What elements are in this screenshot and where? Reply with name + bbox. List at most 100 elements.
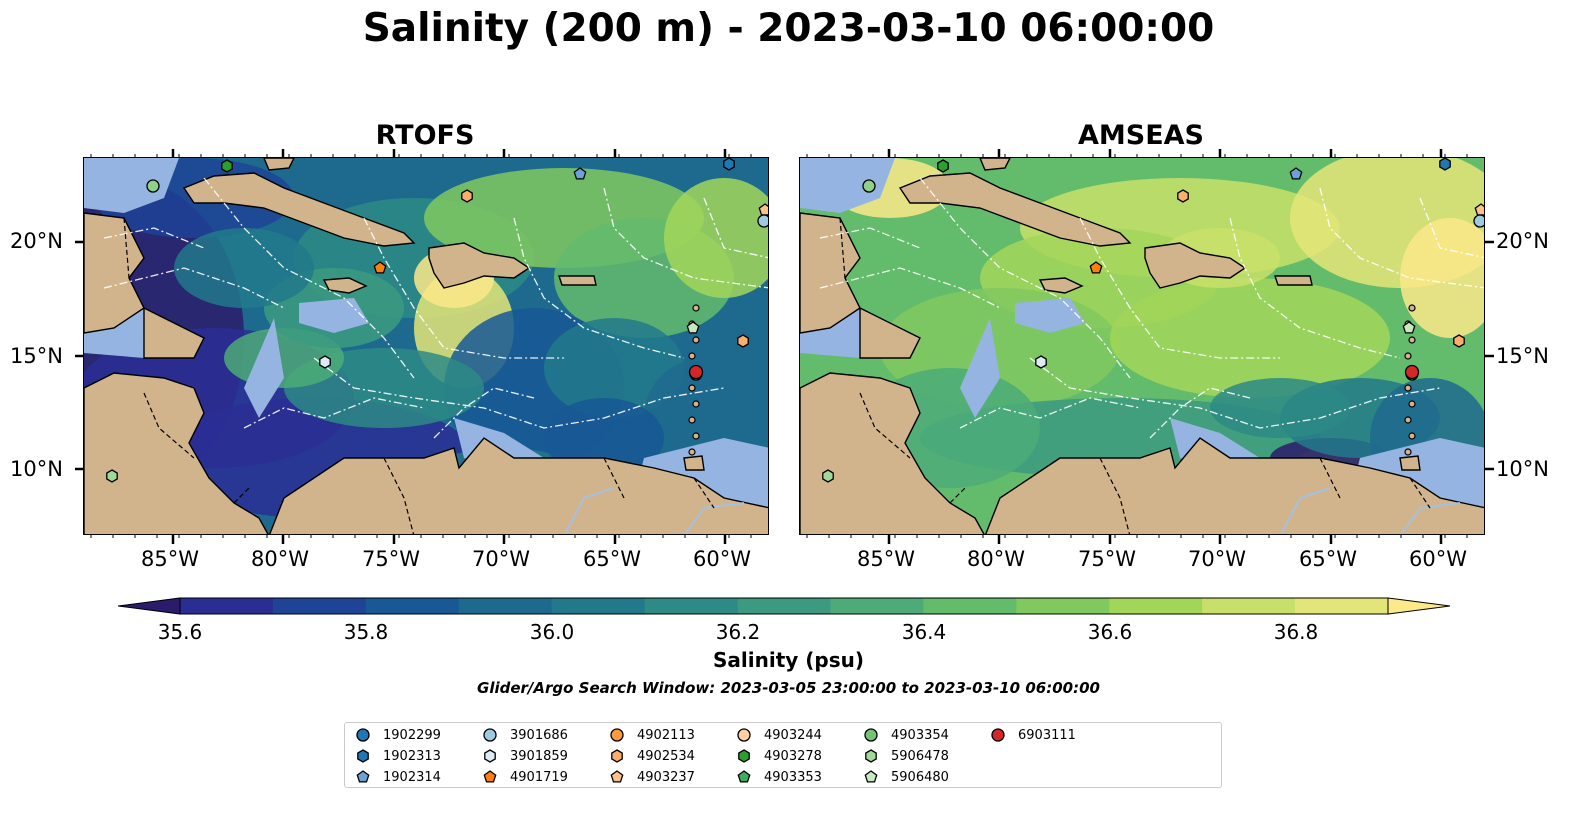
colorbar-tick-36-0: 36.0 [529,620,575,644]
float-marker [937,159,949,173]
island [692,304,700,312]
island [1404,448,1412,456]
legend-marker-pentagon [737,770,751,783]
panel-title-rtofs: RTOFS [375,120,475,151]
colorbar-label: Salinity (psu) [712,648,864,672]
float-marker [1473,214,1484,228]
legend: 1902299 1902313 1902314 3901686 3901859 49017… [344,722,1222,788]
legend-marker-hexagon [484,749,496,763]
boundary-line [919,177,1131,379]
float-marker [1089,261,1103,274]
boundary-line [959,397,1141,429]
lon-label-amseas-60w: 60°W [1409,547,1467,571]
colorbar-segment [1016,598,1110,614]
legend-marker-hexagon [357,749,369,763]
lon-label-rtofs-70w: 70°W [472,547,530,571]
lon-label-amseas-80w: 80°W [967,547,1025,571]
colorbar-segment [365,598,460,614]
colorbar-segment [830,598,924,614]
salinity-patch [544,318,684,418]
country-border [383,457,715,534]
island [1408,400,1416,408]
legend-label: 4903353 [764,769,822,785]
legend-item-5906480: 5906480 [863,767,949,787]
legend-marker-pentagon [864,770,878,783]
boundary-line [103,227,205,249]
salinity-patch [664,178,768,298]
legend-item-5906478: 5906478 [863,746,949,766]
land-mass [84,212,145,334]
float-marker [723,158,735,171]
legend-item-4903244: 4903244 [736,725,822,745]
legend-label: 5906480 [891,769,949,785]
lon-label-rtofs-80w: 80°W [251,547,309,571]
legend-label: 6903111 [1018,727,1076,743]
lat-label-15n-left: 15°N [10,344,63,368]
colorbar-extend-low [118,597,181,615]
colorbar-segment [1295,598,1389,614]
river [563,487,745,534]
legend-marker-circle [991,728,1005,742]
legend-item-4901719: 4901719 [482,767,568,787]
land-mass [1399,455,1421,471]
boundary-line [819,227,921,249]
search-window-text: Glider/Argo Search Window: 2023-03-05 23… [477,679,1100,697]
lat-label-20n-left: 20°N [10,229,63,253]
colorbar-tick-36-8: 36.8 [1273,620,1319,644]
legend-label: 4901719 [510,769,568,785]
lat-label-20n-right: 20°N [1496,229,1549,253]
legend-label: 1902299 [383,727,441,743]
land-mass [1038,277,1084,294]
legend-marker-circle [356,728,370,742]
land-mass [800,372,985,534]
figure-title: Salinity (200 m) - 2023-03-10 06:00:00 [362,6,1215,51]
float-marker [737,334,749,348]
boundary-line [819,267,1001,309]
island [1408,304,1416,312]
colorbar-segment [551,598,646,614]
tick-marks [90,535,752,544]
boundary-line [603,187,768,289]
legend-item-4903353: 4903353 [736,767,822,787]
legend-marker-pentagon [483,770,497,783]
float-marker [757,214,768,228]
legend-marker-circle [864,728,878,742]
colorbar-extend-high [1387,597,1451,615]
shallow-shelf [960,318,1000,418]
colorbar-tick-36-4: 36.4 [901,620,947,644]
river [1279,487,1461,534]
boundary-line [313,357,725,429]
land-mass [558,275,597,286]
shallow-shelf [84,158,179,213]
land-mass [263,158,295,171]
tick-marks [806,149,1468,157]
boundary-line [703,197,768,259]
legend-marker-circle [610,728,624,742]
boundary-line [363,217,564,359]
boundary-line [243,397,425,429]
float-marker [1177,189,1189,203]
island [688,416,696,424]
float-marker-6903111 [1404,364,1420,380]
land-mass [683,455,705,471]
island [1408,336,1416,344]
legend-marker-pentagon [610,770,624,783]
float-marker [1439,158,1451,171]
land-mass [1274,275,1313,286]
colorbar-segment [644,598,739,614]
colorbar-segment [737,598,831,614]
tick-marks [1485,240,1494,471]
legend-item-1902299: 1902299 [355,725,441,745]
colorbar-segment [1202,598,1296,614]
legend-label: 1902314 [383,769,441,785]
legend-label: 5906478 [891,748,949,764]
lon-label-amseas-75w: 75°W [1078,547,1136,571]
land-mass [269,437,768,534]
float-marker-6903111 [688,364,704,380]
tick-marks [90,149,752,157]
legend-label: 4902113 [637,727,695,743]
colorbar [118,597,1451,615]
land-mass [143,306,205,359]
lat-label-15n-right: 15°N [1496,344,1549,368]
island [1408,432,1416,440]
